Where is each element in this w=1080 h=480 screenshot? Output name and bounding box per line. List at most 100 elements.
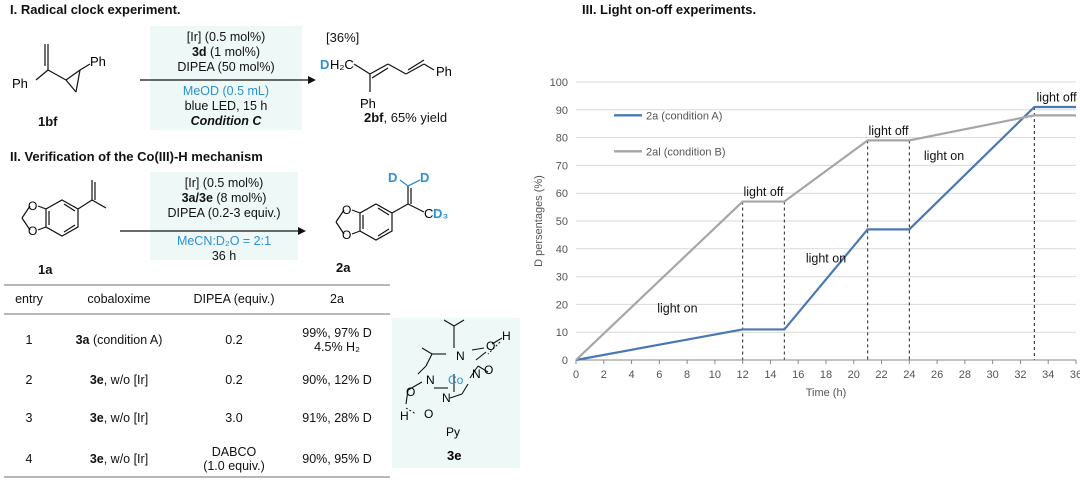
x-tick-label: 26 bbox=[931, 369, 943, 381]
y-tick-label: 30 bbox=[556, 272, 568, 284]
y-tick-label: 70 bbox=[556, 160, 568, 172]
dipea-cell: 3.0 bbox=[225, 411, 243, 425]
dipea-cell: 0.2 bbox=[225, 373, 243, 387]
condition-line-blue: MeCN:D₂O = 2:1 bbox=[176, 234, 272, 248]
x-tick-label: 6 bbox=[656, 369, 662, 381]
legend-entry: 2a (condition A) bbox=[646, 110, 722, 122]
condition-box-2 bbox=[150, 172, 298, 260]
y-tick-label: 50 bbox=[556, 216, 568, 228]
oxygen-label: O bbox=[484, 363, 493, 377]
conditions-1: [Ir] (0.5 mol%) 3d (1 mol%) DIPEA (50 mo… bbox=[140, 30, 312, 75]
compound-label-1bf: 1bf bbox=[38, 114, 58, 129]
light-annotation: light off bbox=[868, 124, 909, 138]
oxygen-label: O bbox=[342, 203, 351, 217]
y-tick-label: 90 bbox=[556, 105, 568, 117]
table-header-row: entry cobaloxime DIPEA (equiv.) 2a bbox=[4, 288, 390, 310]
result-cell: 91%, 28% D bbox=[302, 411, 372, 425]
x-tick-label: 10 bbox=[709, 369, 721, 381]
condition-name: Condition C bbox=[190, 114, 262, 128]
ph-label: Ph bbox=[360, 96, 376, 111]
dipea-cell: 0.2 bbox=[225, 333, 243, 347]
catalyst-ref: 3e bbox=[89, 411, 104, 425]
x-tick-label: 4 bbox=[628, 369, 634, 381]
product-2a-structure: O O D D C D₃ bbox=[335, 170, 448, 242]
cobaloxime-cell: 3e, w/o [Ir] bbox=[54, 438, 184, 480]
x-tick-label: 32 bbox=[1014, 369, 1026, 381]
x-tick-label: 24 bbox=[903, 369, 915, 381]
oxygen-label: O bbox=[424, 407, 433, 421]
catalyst-3e-structure: Co N N N N O O O O H H Py 3e bbox=[400, 319, 511, 463]
ph-label: Ph bbox=[12, 76, 28, 91]
y-tick-label: 40 bbox=[556, 244, 568, 256]
cell-text: , w/o [Ir] bbox=[103, 373, 149, 387]
x-tick-label: 12 bbox=[737, 369, 749, 381]
cell-text: (1.0 equiv.) bbox=[203, 459, 265, 473]
nitrogen-label: N bbox=[456, 349, 465, 363]
x-tick-label: 20 bbox=[848, 369, 860, 381]
result-cell: 99%, 97% D 4.5% H₂ bbox=[284, 318, 390, 362]
x-tick-label: 16 bbox=[792, 369, 804, 381]
section-2-title: II. Verification of the Co(III)-H mechan… bbox=[10, 149, 263, 164]
table-row: 1 3a (condition A) 0.2 99%, 97% D 4.5% H₂ bbox=[4, 318, 390, 362]
nitrogen-label: N bbox=[472, 367, 481, 381]
light-annotation: light on bbox=[806, 252, 846, 266]
series-line-2al bbox=[575, 114, 1076, 361]
catalyst-ref: 3a/3e bbox=[181, 191, 213, 205]
light-annotation: light off bbox=[1037, 90, 1078, 104]
catalyst-ref: 3e bbox=[89, 373, 104, 387]
x-tick-label: 22 bbox=[875, 369, 887, 381]
conditions-2: [Ir] (0.5 mol%) 3a/3e (8 mol%) DIPEA (0.… bbox=[130, 176, 318, 221]
ph-label: Ph bbox=[90, 54, 106, 69]
catalyst-ref: 3e bbox=[89, 452, 104, 466]
table-row: 2 3e, w/o [Ir] 0.2 90%, 12% D bbox=[4, 362, 390, 398]
oxygen-label: O bbox=[342, 228, 351, 242]
table-top-rule bbox=[4, 284, 390, 286]
y-tick-label: 10 bbox=[556, 327, 568, 339]
cobaloxime-cell: 3a (condition A) bbox=[54, 318, 184, 362]
condition-line: [Ir] (0.5 mol%) bbox=[184, 176, 264, 190]
ph-label: Ph bbox=[436, 64, 452, 79]
substrate-1bf-structure: Ph Ph bbox=[12, 44, 106, 93]
nitrogen-label: N bbox=[442, 391, 451, 405]
table-bottom-rule bbox=[4, 476, 390, 478]
cell-text: (condition A) bbox=[89, 333, 163, 347]
cobaloxime-cell: 3e, w/o [Ir] bbox=[54, 398, 184, 438]
x-axis-label: Time (h) bbox=[806, 387, 847, 399]
entry-cell: 3 bbox=[25, 411, 33, 425]
deuterium-label: D bbox=[320, 57, 329, 72]
light-annotation: light off bbox=[743, 185, 784, 199]
column-header: 2a bbox=[330, 292, 344, 306]
result-cell: 90%, 95% D bbox=[302, 452, 372, 466]
cobaloxime-cell: 3e, w/o [Ir] bbox=[54, 362, 184, 398]
deuterium-label: D bbox=[420, 170, 429, 185]
x-tick-label: 0 bbox=[573, 369, 579, 381]
legend-entry: 2al (condition B) bbox=[646, 146, 726, 158]
section-1-title: I. Radical clock experiment. bbox=[10, 2, 181, 17]
condition-box-1 bbox=[150, 26, 302, 130]
y-tick-label: 20 bbox=[556, 299, 568, 311]
condition-line: blue LED, 15 h bbox=[184, 99, 268, 113]
compound-label-2bf: 2bf bbox=[364, 110, 384, 125]
condition-line: 3d (1 mol%) bbox=[140, 45, 312, 60]
cell-text: DABCO bbox=[211, 445, 257, 459]
section-3-title: III. Light on-off experiments. bbox=[582, 2, 757, 17]
compound-label-1a: 1a bbox=[38, 262, 53, 277]
x-tick-label: 28 bbox=[959, 369, 971, 381]
pyridine-label: Py bbox=[446, 425, 460, 439]
oxygen-label: O bbox=[28, 224, 37, 238]
condition-text: (8 mol%) bbox=[212, 191, 267, 205]
product-2bf-structure: D H₂C Ph Ph bbox=[320, 57, 452, 111]
nitrogen-label: N bbox=[426, 373, 435, 387]
y-tick-label: 60 bbox=[556, 188, 568, 200]
cell-text: 99%, 97% D bbox=[302, 326, 372, 340]
cell-text: 4.5% H₂ bbox=[314, 340, 360, 354]
product-ratio: [36%] bbox=[326, 30, 360, 45]
hydrogen-label: H bbox=[400, 409, 409, 423]
h2c-label: H₂C bbox=[330, 57, 354, 72]
column-header: entry bbox=[15, 292, 43, 306]
condition-line: 3a/3e (8 mol%) bbox=[130, 191, 318, 206]
entry-cell: 2 bbox=[25, 373, 33, 387]
dipea-cell: DABCO (1.0 equiv.) bbox=[184, 438, 284, 480]
entry-cell: 4 bbox=[25, 452, 33, 466]
x-tick-label: 34 bbox=[1042, 369, 1054, 381]
